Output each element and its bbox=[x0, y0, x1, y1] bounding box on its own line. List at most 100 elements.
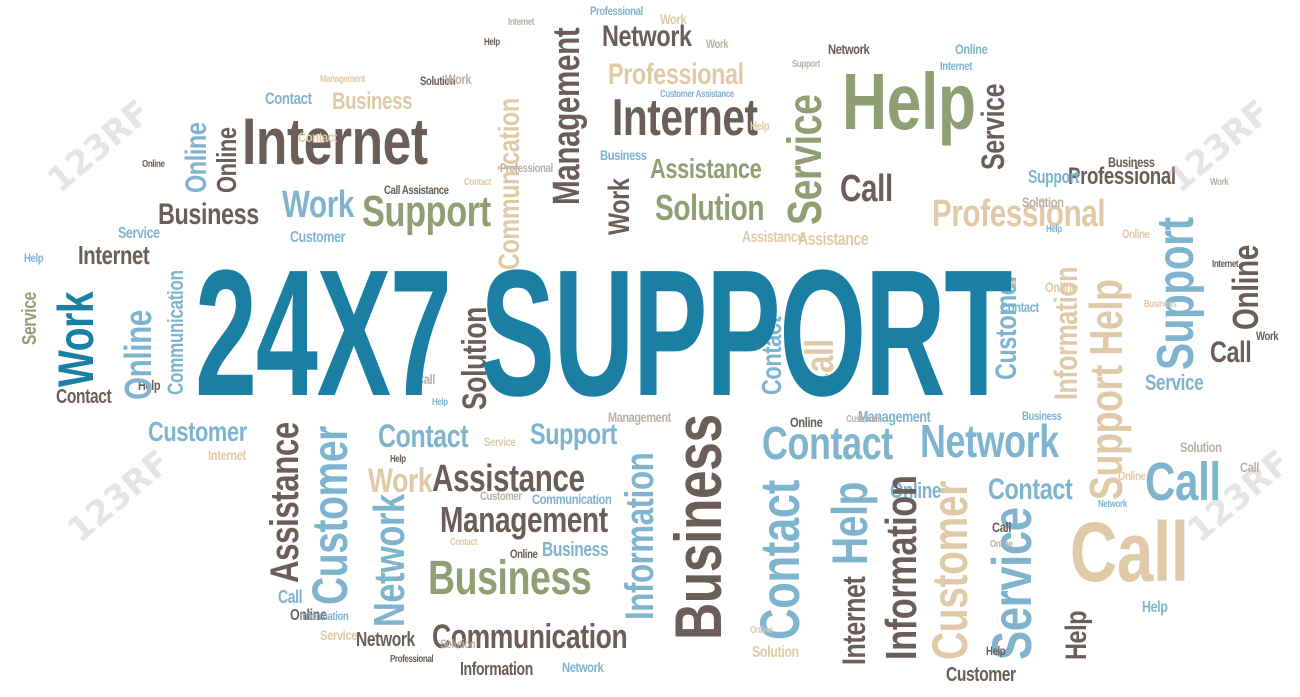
cloud-word: Call bbox=[1145, 452, 1221, 512]
cloud-word: Contact bbox=[378, 418, 469, 454]
cloud-word-small: Internet bbox=[508, 17, 535, 28]
cloud-word-small: Business bbox=[1144, 299, 1177, 310]
cloud-word-small: Professional bbox=[590, 4, 643, 18]
cloud-word: Communication bbox=[432, 618, 628, 656]
cloud-word: Service bbox=[1145, 370, 1204, 395]
cloud-word: Online bbox=[118, 310, 160, 400]
cloud-word: Service bbox=[19, 292, 41, 345]
cloud-word: Assistance bbox=[742, 229, 805, 246]
cloud-word-small: Internet bbox=[940, 59, 973, 73]
cloud-word-small: Network bbox=[562, 659, 604, 675]
cloud-word-small: Service bbox=[320, 627, 358, 643]
cloud-word: Call bbox=[1210, 336, 1252, 369]
cloud-word-small: Professional bbox=[390, 654, 434, 665]
cloud-word: Assistance bbox=[263, 422, 307, 583]
cloud-word-small: Online bbox=[510, 547, 538, 561]
cloud-word: Online bbox=[180, 122, 213, 193]
cloud-word-small: Help bbox=[390, 454, 406, 465]
cloud-word-small: Online bbox=[1118, 469, 1146, 483]
cloud-word: Business bbox=[542, 539, 609, 561]
cloud-word: Work bbox=[282, 184, 355, 226]
cloud-word: Business bbox=[428, 552, 592, 605]
cloud-word: Help bbox=[1142, 599, 1168, 616]
cloud-word: Work bbox=[48, 291, 104, 387]
cloud-word-small: Service bbox=[484, 435, 516, 449]
cloud-word: Help bbox=[138, 377, 161, 393]
watermark: 123RF bbox=[60, 442, 178, 551]
cloud-word: Online bbox=[290, 607, 327, 624]
cloud-word: Internet bbox=[242, 104, 428, 178]
cloud-word-small: Customer bbox=[846, 414, 881, 425]
cloud-word: Information bbox=[877, 475, 926, 660]
cloud-word-small: Customer bbox=[480, 489, 522, 503]
cloud-word: Online bbox=[1225, 244, 1266, 330]
cloud-word: Help bbox=[1060, 610, 1093, 660]
cloud-word: Internet bbox=[612, 89, 758, 147]
cloud-word: Help bbox=[822, 482, 878, 565]
cloud-word-small: Solution bbox=[1180, 439, 1222, 455]
cloud-word: Internet bbox=[78, 240, 150, 270]
cloud-word: Management bbox=[858, 409, 931, 426]
cloud-word-small: Online bbox=[790, 414, 823, 430]
cloud-word: Customer bbox=[148, 416, 247, 447]
cloud-word: Call bbox=[840, 168, 893, 210]
cloud-word: Solution bbox=[655, 187, 765, 228]
cloud-word: Work bbox=[603, 178, 636, 235]
cloud-word: Customer bbox=[946, 664, 1016, 686]
cloud-word: Management bbox=[546, 27, 588, 206]
cloud-word: Information bbox=[618, 452, 662, 620]
cloud-word: Professional bbox=[608, 58, 744, 91]
cloud-word-small: Solution bbox=[420, 74, 456, 88]
cloud-word: Network bbox=[920, 415, 1059, 467]
cloud-word: Support bbox=[1147, 217, 1205, 370]
cloud-word: Contact bbox=[762, 417, 893, 469]
cloud-word-small: Help bbox=[1046, 224, 1062, 235]
cloud-word-small: Network bbox=[828, 41, 870, 57]
cloud-word-small: Call Assistance bbox=[384, 183, 449, 197]
cloud-word-small: Support bbox=[792, 59, 820, 70]
cloud-word: Online bbox=[890, 478, 942, 503]
cloud-word: Professional bbox=[932, 193, 1106, 235]
cloud-word-small: Contact bbox=[1000, 299, 1039, 315]
cloud-word: Work bbox=[368, 462, 433, 500]
cloud-word-small: Help bbox=[484, 37, 500, 48]
cloud-word-small: Contact bbox=[464, 177, 491, 188]
cloud-word: Support bbox=[1028, 167, 1080, 187]
cloud-word-small: Online bbox=[990, 539, 1013, 550]
cloud-word-small: Network bbox=[1098, 499, 1127, 510]
cloud-word-small: Business bbox=[600, 147, 647, 163]
cloud-word-small: Internet bbox=[208, 447, 246, 463]
cloud-word-small: Work bbox=[660, 11, 687, 27]
cloud-word: Assistance bbox=[798, 229, 869, 249]
cloud-word-small: Online bbox=[1122, 227, 1150, 241]
cloud-word: Contact bbox=[988, 473, 1073, 506]
cloud-word: Professional bbox=[1068, 163, 1176, 190]
cloud-word: Customer bbox=[290, 229, 346, 246]
cloud-word: Support bbox=[362, 187, 491, 236]
watermark: 123RF bbox=[40, 92, 158, 201]
cloud-word: Information bbox=[460, 659, 533, 679]
cloud-word: Contact bbox=[265, 89, 312, 108]
cloud-word: Network bbox=[602, 20, 692, 53]
cloud-word-small: Contact bbox=[298, 129, 337, 145]
cloud-word-small: Online bbox=[955, 41, 988, 57]
cloud-word-small: Business bbox=[1108, 154, 1155, 170]
cloud-word: Service bbox=[975, 83, 1011, 170]
cloud-word-small: Work bbox=[706, 37, 729, 51]
cloud-word: Communication bbox=[163, 270, 188, 395]
cloud-word: Customer bbox=[302, 426, 358, 605]
cloud-word-small: Work bbox=[445, 71, 472, 87]
cloud-word-small: Contact bbox=[450, 537, 477, 548]
cloud-word: Network bbox=[365, 494, 414, 627]
cloud-word: Service bbox=[779, 94, 832, 226]
cloud-word: Contact bbox=[748, 480, 811, 640]
cloud-word: Call bbox=[278, 587, 303, 607]
cloud-word-small: Help bbox=[24, 251, 44, 265]
cloud-word: Service bbox=[118, 225, 160, 242]
cloud-word: Network bbox=[356, 629, 415, 651]
cloud-word-small: Solution bbox=[440, 637, 476, 651]
cloud-word-small: Customer Assistance bbox=[660, 89, 734, 100]
cloud-word-small: Management bbox=[320, 74, 365, 85]
cloud-word: Support bbox=[530, 418, 617, 451]
